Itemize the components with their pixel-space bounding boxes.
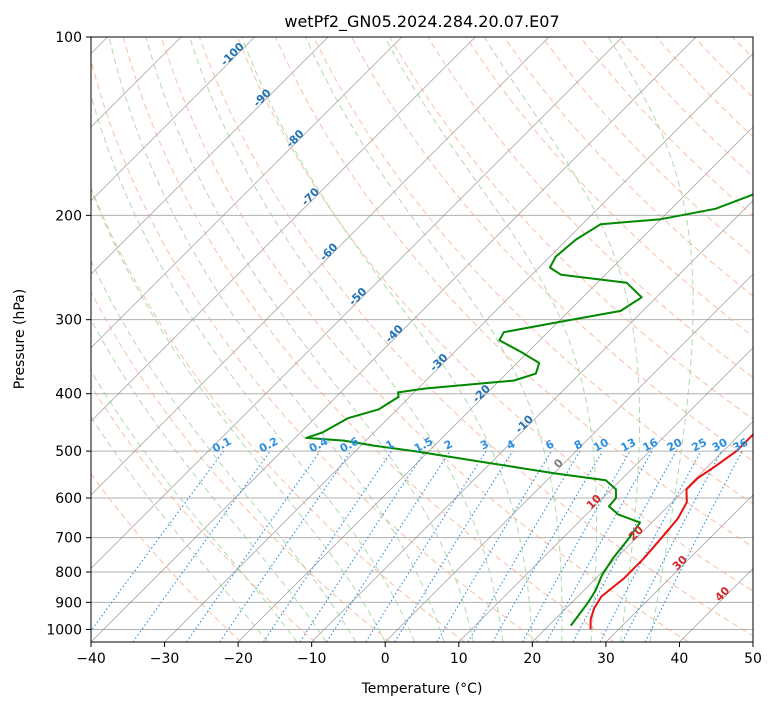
mixing-ratio-line [644, 450, 743, 642]
x-tick-label: 10 [450, 651, 468, 667]
dry-adiabat-line [275, 37, 753, 548]
dry-adiabat-line [91, 384, 316, 642]
moist-adiabat-line [91, 259, 357, 642]
moist-adiabat-line [305, 37, 563, 642]
isotherm-line [458, 347, 753, 642]
profile-lines [305, 193, 753, 630]
moist-adiabat-line [108, 37, 445, 642]
isotherm-line [752, 641, 753, 642]
y-tick-label: 400 [55, 387, 82, 403]
mixing-ratio-label: 20 [665, 436, 685, 455]
mixing-ratio-line [132, 450, 271, 642]
y-tick-label: 600 [55, 491, 82, 507]
mixing-ratio-label: 25 [689, 436, 709, 455]
mixing-ratio-line [219, 450, 352, 642]
y-tick-label: 900 [55, 595, 82, 611]
isotherm-line [91, 37, 329, 275]
mixing-ratio-line [299, 450, 426, 642]
isotherm-line [384, 273, 753, 642]
axis-ticks: −40 −30 −20 −10 0 10 20 30 40 50 100 200 300 400 500 60… [46, 30, 762, 667]
x-tick-label: 0 [381, 651, 390, 667]
moist-adiabat-line [607, 37, 694, 642]
dry-adiabat-line [91, 58, 540, 642]
mixing-ratio-line [326, 450, 451, 642]
dry-adiabat-line [237, 37, 753, 592]
y-tick-label: 200 [55, 208, 82, 224]
isotherm-line [91, 37, 550, 496]
y-tick-label: 100 [55, 30, 82, 46]
x-tick-label: 40 [671, 651, 689, 667]
y-axis-title: Pressure (hPa) [12, 289, 28, 389]
isotherm-line [605, 494, 753, 642]
dry-adiabat-line [91, 186, 465, 642]
moist-adiabat-line [189, 37, 504, 642]
dewpoint-line [305, 193, 753, 627]
moist-adiabat-line [483, 37, 640, 642]
moist-adiabat-line [384, 37, 598, 642]
mixing-ratio-label: 30 [710, 436, 730, 455]
mixing-ratio-line [186, 450, 321, 642]
mixing-ratio-line [546, 450, 653, 642]
dry-adiabat-line [389, 37, 753, 420]
background-lines [91, 37, 753, 642]
plot-frame [90, 36, 754, 643]
y-tick-label: 500 [55, 444, 82, 460]
mixing-ratio-line [572, 450, 677, 642]
x-tick-label: −30 [150, 651, 180, 667]
mixing-ratio-line [394, 450, 514, 642]
mixing-ratio-line [91, 450, 224, 632]
x-tick-label: −10 [297, 651, 327, 667]
dry-adiabat-line [198, 37, 753, 637]
dry-adiabat-line [160, 37, 689, 642]
x-tick-label: 50 [744, 651, 762, 667]
isotherm-line [91, 37, 403, 349]
y-tick-label: 700 [55, 531, 82, 547]
x-axis-title: Temperature (°C) [361, 681, 483, 697]
moist-adiabat-line [91, 93, 416, 642]
x-tick-label: 30 [597, 651, 615, 667]
mixing-ratio-line [522, 450, 631, 642]
moist-adiabat-line [145, 37, 474, 642]
isotherm-line [237, 126, 753, 642]
mixing-ratio-line [263, 450, 392, 642]
dry-adiabat-line [503, 37, 753, 297]
x-tick-label: −20 [223, 651, 253, 667]
dry-adiabat-line [351, 37, 753, 462]
isotherm-line [91, 37, 697, 642]
mixing-ratio-label: 10 [591, 436, 611, 455]
moist-adiabat-line [91, 369, 298, 642]
dry-adiabat-line [313, 37, 753, 505]
plot-background [91, 37, 753, 642]
isotherm-line [91, 37, 255, 202]
dry-adiabat-line [91, 472, 242, 642]
dry-adiabat-line [122, 37, 614, 642]
mixing-ratio-label: 16 [641, 436, 661, 455]
y-tick-label: 1000 [46, 622, 82, 638]
isotherm-line [164, 52, 753, 642]
isotherm-line [532, 420, 753, 642]
isotherm-line [311, 200, 753, 642]
mixing-ratio-label: 13 [619, 436, 639, 455]
moist-adiabat-line [241, 37, 533, 642]
isotherm-line [91, 37, 623, 570]
x-tick-label: 20 [523, 651, 541, 667]
moist-adiabat-line [91, 188, 386, 642]
mixing-ratio-label: 36 [731, 436, 751, 455]
y-tick-label: 300 [55, 313, 82, 329]
moist-adiabat-line [91, 318, 327, 642]
y-tick-label: 800 [55, 565, 82, 581]
dry-adiabat-line [465, 37, 753, 338]
dry-adiabat-line [427, 37, 753, 379]
x-tick-label: −40 [76, 651, 106, 667]
temperature-line [589, 432, 753, 630]
moist-adiabat-line [91, 415, 268, 642]
dry-adiabat-line [91, 291, 391, 642]
chart-title: wetPf2_GN05.2024.284.20.07.E07 [284, 12, 559, 32]
isotherm-line [91, 37, 476, 422]
